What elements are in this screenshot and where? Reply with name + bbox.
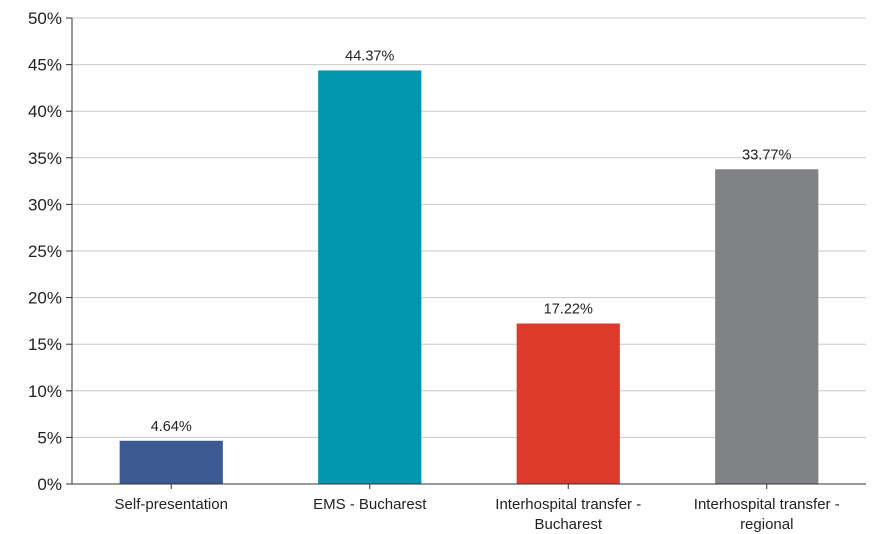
x-category-label: Interhospital transfer - [694, 496, 840, 513]
category-labels: Self-presentation EMS - Bucharest Interhos… [115, 484, 840, 533]
bar [517, 324, 620, 484]
y-tick-label: 50% [28, 9, 62, 28]
y-tick-label: 45% [28, 56, 62, 75]
y-tick-label: 40% [28, 102, 62, 121]
bar-value-label: 44.37% [345, 48, 394, 64]
y-tick-label: 25% [28, 242, 62, 261]
y-tick-label: 35% [28, 149, 62, 168]
bar [318, 70, 421, 484]
y-tick-label: 5% [37, 428, 62, 447]
data-labels: 4.64% 44.37% 17.22% 33.77% [151, 48, 792, 434]
bar [120, 441, 223, 484]
bar-value-label: 33.77% [742, 147, 791, 163]
y-tick-label: 15% [28, 335, 62, 354]
x-category-label: regional [740, 516, 793, 533]
x-category-label: Bucharest [534, 516, 602, 533]
x-category-label: Interhospital transfer - [495, 496, 641, 513]
x-category-label: Self-presentation [115, 496, 228, 513]
bar-value-label: 17.22% [544, 302, 593, 318]
y-tick-label: 20% [28, 289, 62, 308]
bar-value-label: 4.64% [151, 419, 192, 435]
y-tick-label: 30% [28, 195, 62, 214]
bar [715, 169, 818, 484]
y-tick-label: 10% [28, 382, 62, 401]
x-category-label: EMS - Bucharest [313, 496, 427, 513]
y-axis-ticks: 0% 5% 10% 15% 20% 25% 30% 35% 40% 45% 50% [28, 9, 72, 494]
bars [120, 70, 819, 484]
y-tick-label: 0% [37, 475, 62, 494]
